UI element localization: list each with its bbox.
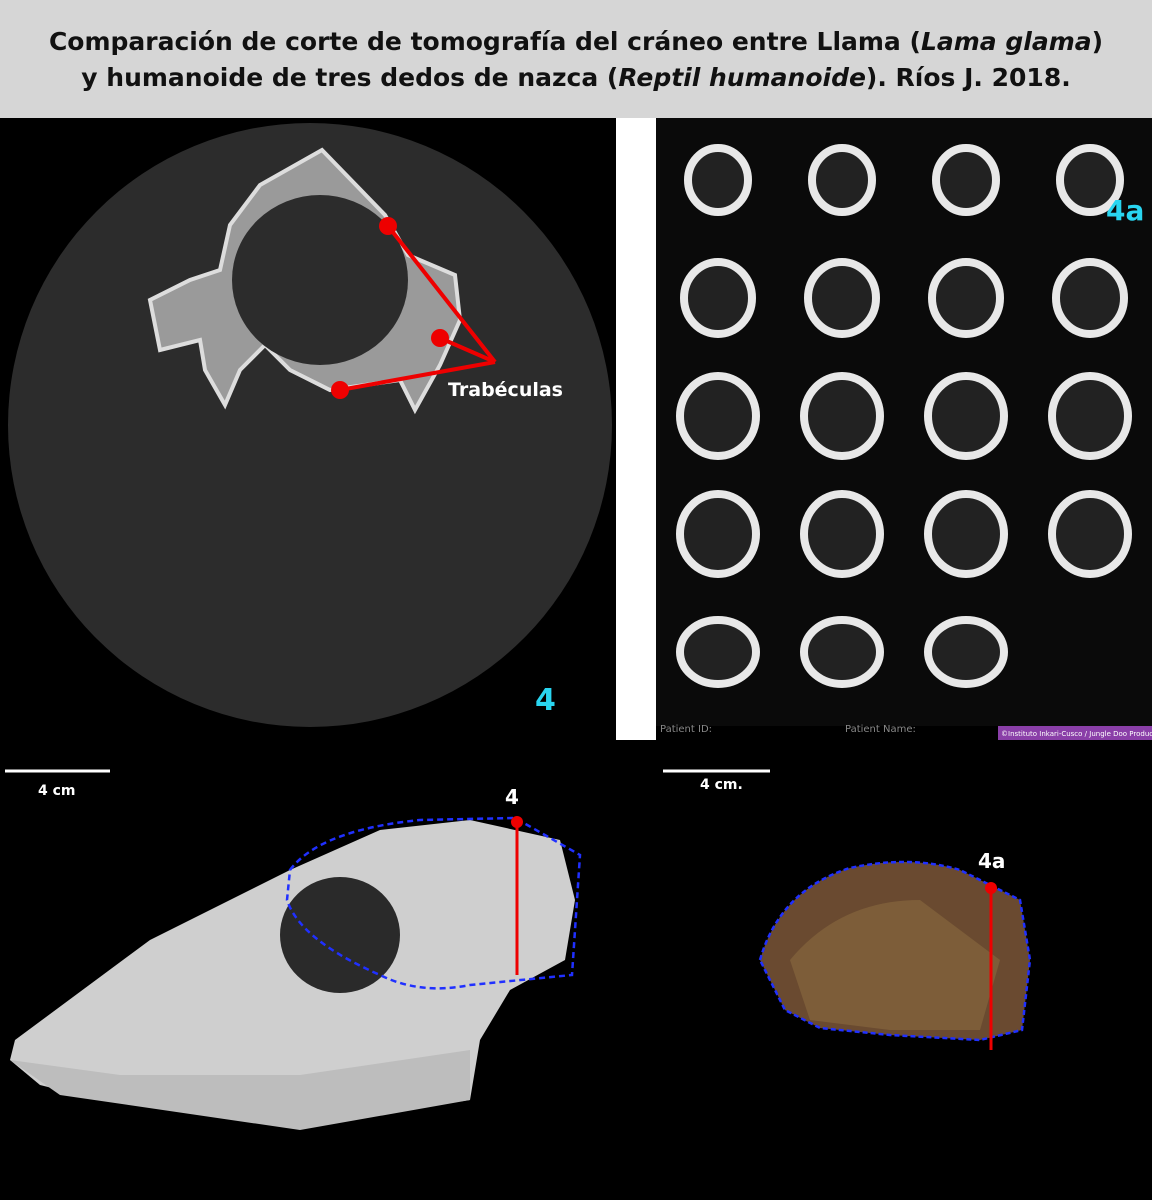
ct-slice bbox=[1052, 258, 1128, 338]
skull-texture bbox=[790, 900, 1000, 1030]
ct-slice bbox=[1048, 372, 1132, 460]
orbit bbox=[280, 877, 400, 993]
ct-slice bbox=[928, 258, 1004, 338]
credit: ©Instituto Inkari-Cusco / Jungle Doo Pro… bbox=[1001, 730, 1152, 738]
title-text: Comparación de corte de tomografía del c… bbox=[48, 27, 921, 56]
panel-label: 4 bbox=[535, 683, 556, 718]
title-line: Comparación de corte de tomografía del c… bbox=[0, 24, 1152, 60]
ct-slice bbox=[1048, 490, 1132, 578]
llama-skull bbox=[10, 820, 575, 1125]
scale-label: 4 cm bbox=[38, 783, 76, 799]
ct-slice bbox=[924, 372, 1008, 460]
pointer-lines bbox=[339, 224, 497, 392]
ct-slice bbox=[684, 144, 752, 216]
height-marker bbox=[511, 816, 523, 828]
ct-slice bbox=[924, 616, 1008, 688]
scale-label: 4 cm. bbox=[700, 777, 743, 793]
ct-slice bbox=[1056, 144, 1124, 216]
ct-slice bbox=[804, 258, 880, 338]
brain-cavity bbox=[232, 195, 408, 365]
ct-scan-field bbox=[8, 123, 612, 727]
marker-label: 4a bbox=[978, 849, 1005, 873]
pointer-dots bbox=[331, 217, 449, 399]
title-italic: Reptil humanoide bbox=[618, 63, 866, 92]
ct-slice bbox=[932, 144, 1000, 216]
title-line: y humanoide de tres dedos de nazca (Rept… bbox=[0, 60, 1152, 96]
ct-slice bbox=[800, 372, 884, 460]
film-text: Patient Name: bbox=[845, 724, 916, 735]
title-text: y humanoide de tres dedos de nazca ( bbox=[81, 63, 619, 92]
ct-slice bbox=[800, 490, 884, 578]
separator bbox=[616, 118, 656, 740]
height-marker bbox=[985, 882, 997, 894]
ct-slice bbox=[676, 372, 760, 460]
ct-slice bbox=[800, 616, 884, 688]
ct-slice bbox=[680, 258, 756, 338]
panel-label: 4a bbox=[1106, 194, 1144, 227]
annotation: Trabéculas bbox=[448, 379, 563, 401]
ct-slice bbox=[924, 490, 1008, 578]
ct-slice bbox=[676, 490, 760, 578]
film-text: Patient ID: bbox=[660, 724, 712, 735]
ct-slice bbox=[808, 144, 876, 216]
title-text: ). Ríos J. 2018. bbox=[865, 63, 1071, 92]
ct-slice bbox=[676, 616, 760, 688]
title-text: ) bbox=[1091, 27, 1104, 56]
llama-jaw bbox=[10, 1050, 470, 1130]
brain-outline bbox=[285, 816, 582, 990]
credit-bar bbox=[998, 726, 1152, 740]
title: Comparación de corte de tomografía del c… bbox=[0, 0, 1152, 118]
marker-label: 4 bbox=[505, 785, 519, 809]
ct-film-grid bbox=[656, 118, 1152, 726]
title-italic: Lama glama bbox=[920, 27, 1092, 56]
